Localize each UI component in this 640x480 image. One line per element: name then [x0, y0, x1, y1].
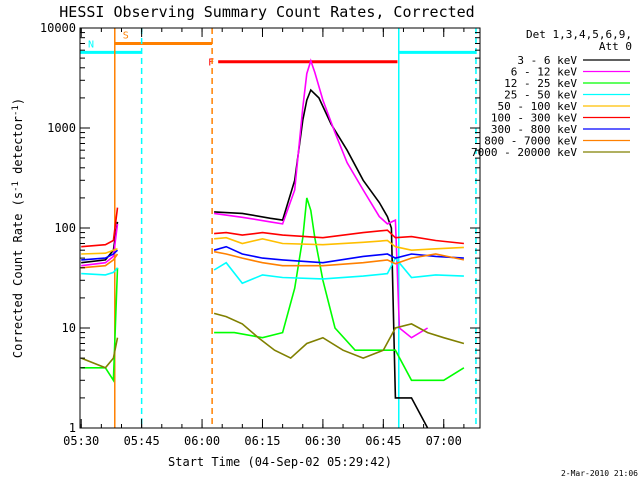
- legend-entry: 100 - 300 keV: [491, 112, 577, 125]
- plot-frame: [79, 27, 481, 429]
- series-line: [213, 312, 465, 360]
- series-line: [81, 248, 118, 255]
- series-layer: [80, 58, 465, 429]
- series-line: [81, 253, 119, 269]
- legend-entry: 800 - 7000 keV: [484, 135, 577, 148]
- legend-entry: 50 - 100 keV: [498, 100, 578, 113]
- y-tick-label: 10000: [40, 21, 76, 35]
- x-axis: 05:30 05:45 06:00 06:15 06:30 06:45 07:00: [63, 28, 465, 448]
- series-line: [81, 267, 119, 276]
- legend-entry: 6 - 12 keV: [511, 66, 578, 79]
- chart-title: HESSI Observing Summary Count Rates, Cor…: [59, 3, 474, 21]
- legend-entry: 300 - 800 keV: [491, 123, 577, 136]
- timestamp: 2-Mar-2010 21:06: [561, 469, 638, 478]
- legend-header: Att 0: [599, 40, 632, 53]
- series-line: [81, 267, 119, 383]
- series-line: [213, 250, 465, 267]
- y-axis-label: Corrected Count Rate (s-1 detector-1): [11, 98, 25, 358]
- x-tick-label: 06:15: [244, 434, 280, 448]
- x-tick-label: 05:45: [124, 434, 160, 448]
- series-line: [214, 229, 464, 245]
- x-tick-label: 05:30: [63, 434, 99, 448]
- flag-bars: S N F: [80, 30, 476, 69]
- legend-entry: 3 - 6 keV: [517, 54, 577, 67]
- series-line: [81, 223, 119, 267]
- x-tick-label: 07:00: [426, 434, 462, 448]
- legend-header: Det 1,3,4,5,6,9,: [526, 28, 632, 41]
- y-tick-label: 1000: [47, 121, 76, 135]
- x-axis-label: Start Time (04-Sep-02 05:29:42): [168, 455, 392, 469]
- series-line: [81, 207, 119, 248]
- flag-label: N: [88, 39, 94, 50]
- series-line: [214, 197, 465, 382]
- y-tick-label: 10: [62, 321, 76, 335]
- legend-entry: 7000 - 20000 keV: [471, 146, 577, 159]
- legend-entry: 25 - 50 keV: [504, 89, 577, 102]
- series-line: [81, 249, 119, 261]
- y-axis: 1 10 100 1000 10000: [40, 21, 480, 435]
- x-tick-label: 06:00: [184, 434, 220, 448]
- flag-vlines: [114, 28, 477, 428]
- flag-label: F: [208, 58, 214, 69]
- series-line: [80, 337, 119, 369]
- y-tick-label: 1: [69, 421, 76, 435]
- series-line: [214, 236, 464, 252]
- x-tick-label: 06:45: [365, 434, 401, 448]
- legend-entry: 12 - 25 keV: [504, 77, 577, 90]
- y-tick-label: 100: [54, 221, 76, 235]
- x-tick-label: 06:30: [305, 434, 341, 448]
- flag-label: S: [123, 30, 129, 41]
- series-line: [213, 58, 429, 339]
- series-line: [213, 245, 464, 264]
- series-line: [213, 256, 464, 285]
